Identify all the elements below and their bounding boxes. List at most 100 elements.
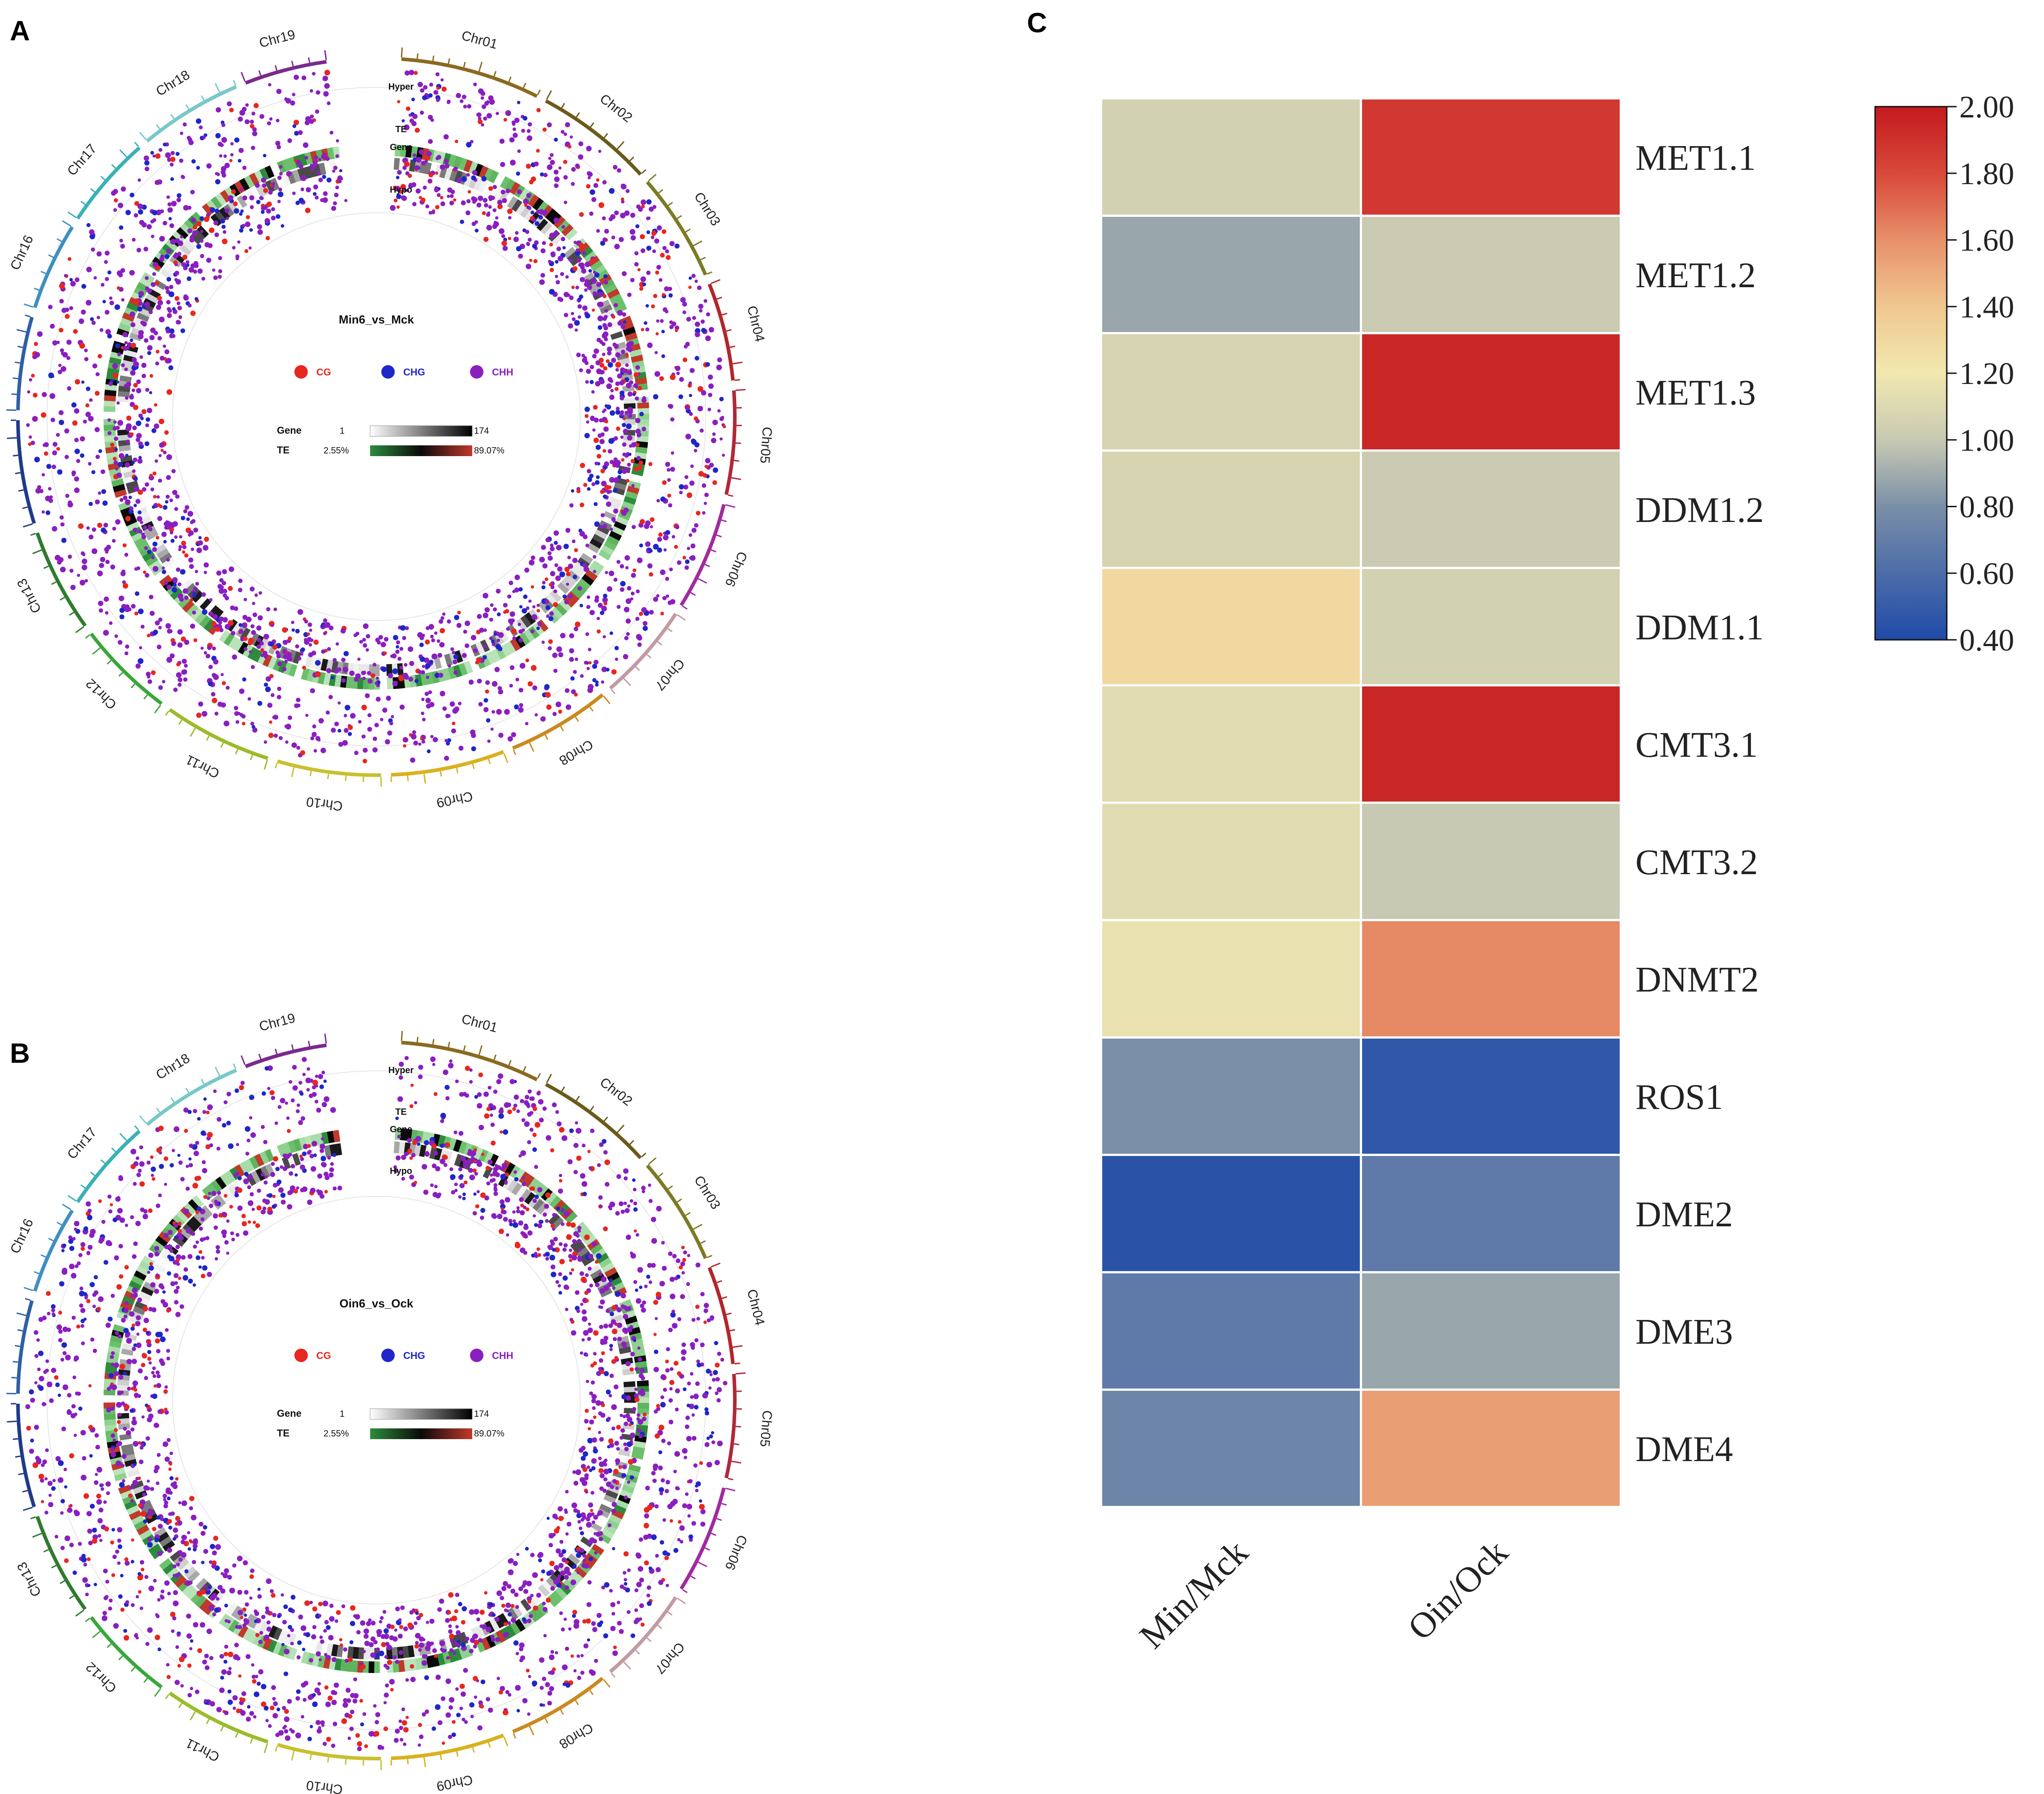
hyper-dot: [530, 665, 537, 671]
hyper-dot: [685, 559, 690, 564]
hypo-dot: [604, 280, 608, 285]
te-segment: [332, 146, 341, 159]
hyper-dot: [246, 1654, 251, 1659]
gene-segment: [511, 1604, 523, 1618]
hypo-dot: [592, 555, 596, 559]
hyper-dot: [92, 1538, 98, 1544]
chromosome-tick: [707, 1255, 712, 1259]
hypo-dot: [216, 570, 222, 576]
hypo-dot: [476, 657, 482, 663]
hypo-dot: [408, 183, 414, 189]
hyper-dot: [187, 1663, 192, 1668]
hyper-dot: [83, 419, 87, 424]
hyper-dot: [532, 1147, 537, 1152]
hyper-dot: [410, 1083, 414, 1087]
hyper-dot: [198, 701, 203, 707]
hyper-dot: [129, 270, 135, 276]
hyper-dot: [341, 1718, 347, 1724]
chromosome-tick: [185, 1087, 190, 1093]
hyper-dot: [675, 1388, 680, 1393]
hyper-dot: [700, 1342, 705, 1347]
hyper-dot: [703, 299, 707, 303]
hypo-dot: [134, 504, 137, 507]
hyper-dot: [312, 1092, 317, 1097]
hyper-dot: [463, 104, 467, 109]
hypo-dot: [278, 187, 282, 192]
hyper-dot: [129, 193, 135, 198]
te-segment: [518, 188, 530, 201]
hypo-dot: [397, 656, 402, 661]
te-segment: [103, 424, 116, 431]
gene-segment: [567, 250, 580, 263]
hyper-dot: [414, 1101, 418, 1104]
hypo-dot: [502, 198, 507, 203]
hyper-dot: [46, 464, 52, 469]
hyper-dot: [653, 394, 659, 400]
hyper-dot: [484, 1113, 490, 1119]
hypo-dot: [321, 154, 327, 160]
hyper-dot: [409, 69, 414, 75]
hyper-dot: [548, 639, 553, 644]
te-segment: [259, 168, 270, 181]
hyper-dot: [712, 1370, 718, 1375]
gene-legend-bar: [370, 425, 473, 437]
gene-segment: [292, 169, 301, 183]
te-segment: [532, 1606, 544, 1619]
te-segment: [215, 193, 227, 206]
te-segment: [570, 587, 583, 599]
hyper-dot: [184, 1129, 188, 1133]
hyper-dot: [241, 107, 247, 112]
gene-segment: [592, 1273, 606, 1284]
te-density-ring: [103, 1128, 650, 1673]
gene-segment: [148, 1518, 161, 1529]
gene-segment: [548, 1213, 561, 1225]
hyper-dot: [682, 1258, 686, 1262]
hyper-dot: [344, 1712, 350, 1718]
hyper-dot: [552, 652, 558, 658]
hyper-dot: [58, 363, 62, 367]
hyper-dot: [655, 332, 659, 336]
hypo-dot: [183, 294, 188, 299]
hyper-dot: [646, 270, 651, 275]
hypo-dot: [133, 405, 138, 410]
chromosome-label: Chr12: [83, 1659, 120, 1695]
hyper-dot: [443, 1070, 448, 1075]
hyper-dot: [160, 1589, 165, 1594]
hyper-dot: [250, 124, 254, 129]
gene-segment: [272, 1627, 283, 1640]
hyper-dot: [401, 119, 405, 123]
hyper-dot: [119, 614, 125, 620]
hyper-dot: [114, 198, 118, 203]
hypo-dot: [169, 328, 175, 334]
hyper-dot: [233, 1706, 236, 1710]
hypo-dot: [614, 387, 619, 391]
te-segment: [334, 1658, 342, 1671]
hyper-dot: [306, 1067, 310, 1071]
hyper-dot: [300, 1092, 304, 1096]
hypo-dot: [214, 232, 219, 237]
hyper-dot: [312, 1701, 318, 1707]
hyper-dot: [254, 1691, 259, 1697]
hyper-dot: [637, 1267, 643, 1273]
hyper-dot: [519, 1647, 524, 1652]
hyper-dot: [432, 737, 438, 742]
hyper-dot: [660, 496, 666, 502]
hypo-dot: [195, 582, 199, 586]
te-segment: [549, 1195, 562, 1208]
hyper-dot: [446, 742, 450, 746]
hypo-dot: [115, 343, 120, 349]
gene-segment: [603, 511, 617, 521]
hyper-dot: [138, 1590, 142, 1594]
hypo-dot: [436, 639, 440, 643]
gene-segment: [602, 1292, 615, 1302]
gene-segment: [125, 480, 138, 489]
chromosome-tick: [206, 735, 210, 741]
hypo-dot: [157, 300, 163, 306]
hypo-dot: [343, 651, 349, 656]
hyper-dot: [316, 1108, 321, 1113]
hyper-dot: [288, 715, 293, 720]
hyper-dot: [624, 210, 630, 216]
hyper-dot: [160, 1595, 165, 1600]
chromosome-tick: [22, 506, 28, 509]
hyper-dot: [659, 376, 664, 381]
